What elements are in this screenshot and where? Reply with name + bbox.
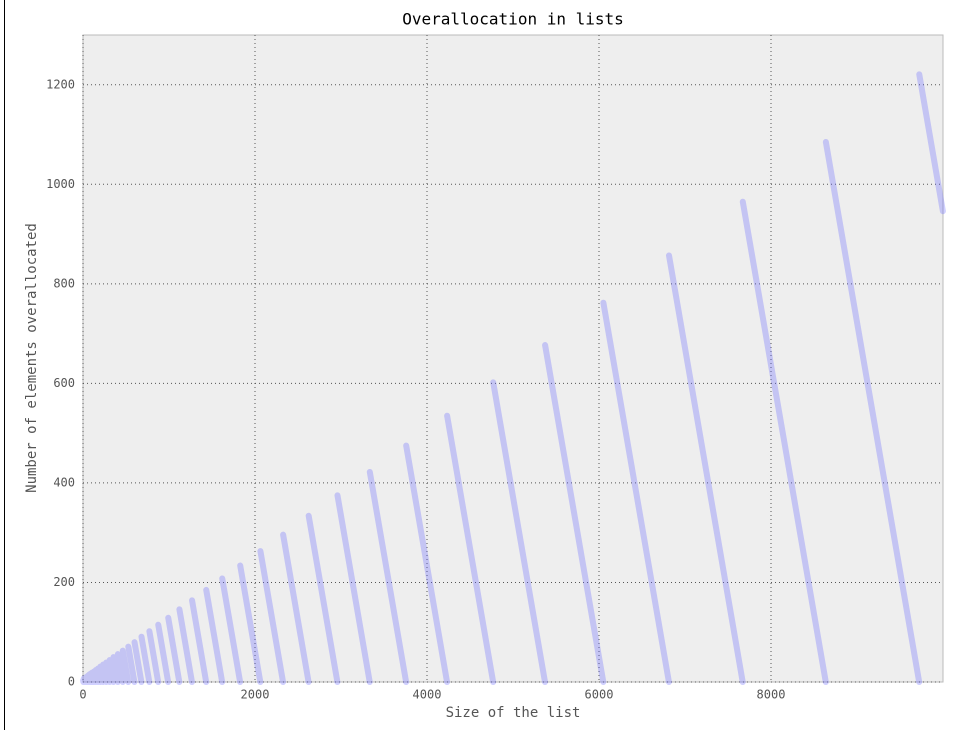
x-tick-label: 2000 bbox=[241, 688, 270, 702]
y-tick-label: 1000 bbox=[46, 177, 75, 191]
y-tick-label: 400 bbox=[53, 475, 75, 489]
y-tick-label: 0 bbox=[68, 675, 75, 689]
plot-area bbox=[82, 34, 944, 683]
x-tick-label: 0 bbox=[79, 688, 86, 702]
x-axis-label: Size of the list bbox=[446, 705, 581, 721]
data-line bbox=[80, 71, 946, 685]
x-tick-label: 8000 bbox=[757, 688, 786, 702]
y-tick-label: 600 bbox=[53, 376, 75, 390]
x-tick-label: 4000 bbox=[413, 688, 442, 702]
y-tick-label: 1200 bbox=[46, 77, 75, 91]
chart-title: Overallocation in lists bbox=[402, 10, 624, 29]
y-axis-label: Number of elements overallocated bbox=[24, 223, 40, 493]
y-tick-label: 800 bbox=[53, 276, 75, 290]
y-tick-label: 200 bbox=[53, 575, 75, 589]
x-tick-label: 6000 bbox=[585, 688, 614, 702]
